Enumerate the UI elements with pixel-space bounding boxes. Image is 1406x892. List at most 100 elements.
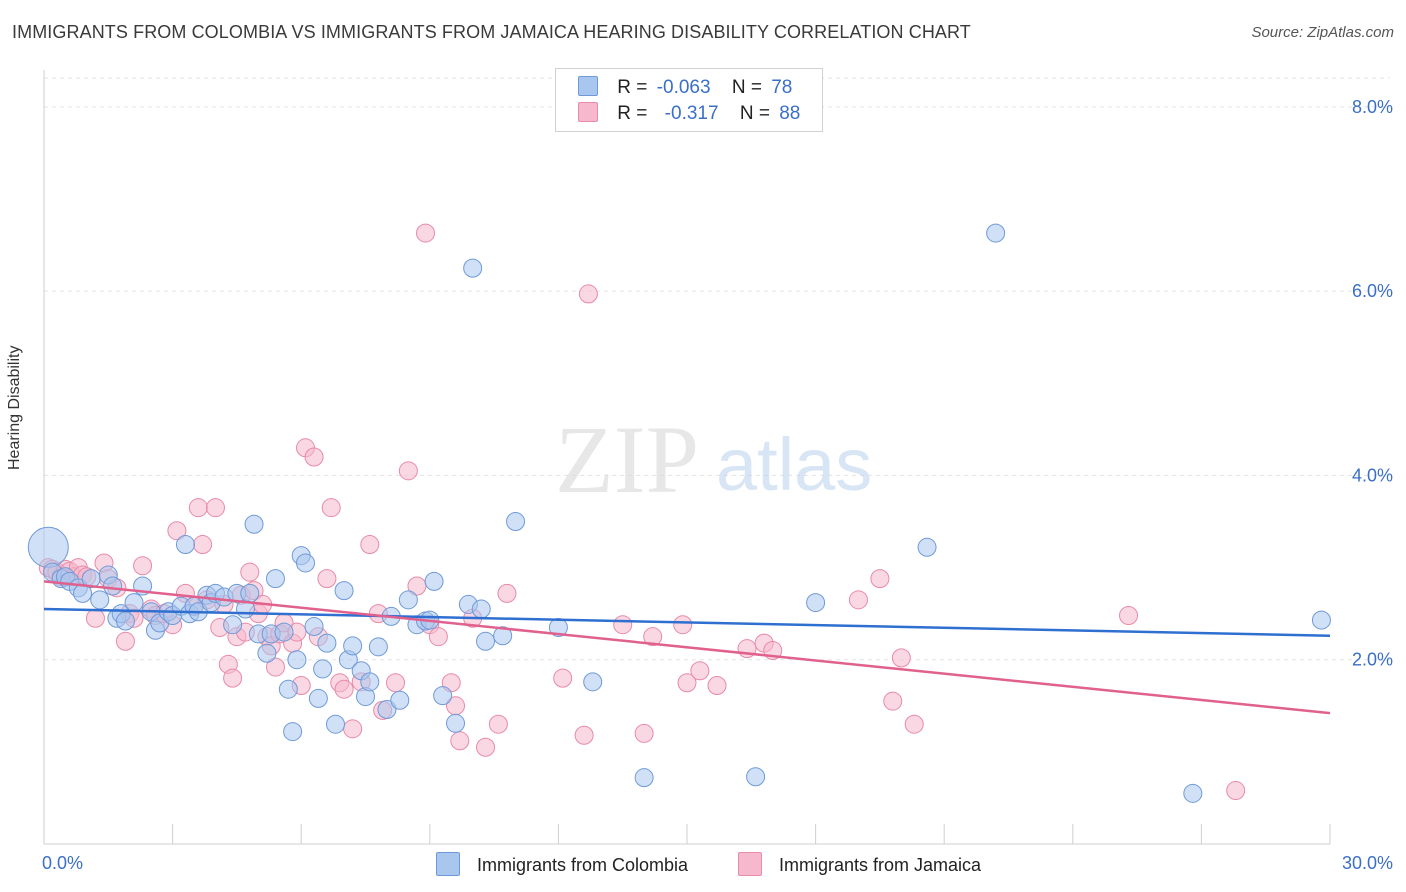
jamaica-point [428, 627, 448, 647]
colombia-point [433, 686, 453, 706]
jamaica-point [883, 691, 903, 711]
jamaica-point [223, 668, 243, 688]
legend-row-jamaica: R = -0.317 N = 88 [578, 102, 800, 126]
legend-row-colombia: R = -0.063 N = 78 [578, 76, 792, 100]
y-tick-label: 2.0% [1352, 650, 1393, 670]
jamaica-point [690, 661, 710, 681]
watermark-atlas: atlas [716, 423, 872, 506]
jamaica-point [848, 590, 868, 610]
y-tick-label: 4.0% [1352, 465, 1393, 485]
colombia-point [343, 636, 363, 656]
jamaica-point [578, 284, 598, 304]
legend-n-label: N = [739, 103, 770, 124]
colombia-point [175, 535, 195, 555]
jamaica-point [304, 447, 324, 467]
colombia-point [90, 590, 110, 610]
legend-r-jamaica: -0.317 [664, 103, 719, 124]
colombia-point [806, 593, 826, 613]
jamaica-point [497, 583, 517, 603]
jamaica-point [416, 223, 436, 243]
colombia-point [240, 583, 260, 603]
y-tick-label: 8.0% [1352, 97, 1393, 117]
colombia-point [398, 590, 418, 610]
colombia-point [257, 643, 277, 663]
jamaica-point [398, 461, 418, 481]
jamaica-point [613, 615, 633, 635]
jamaica-point [476, 737, 496, 757]
colombia-point [27, 526, 69, 568]
colombia-point [583, 672, 603, 692]
jamaica-point [167, 521, 187, 541]
jamaica-trend-line [43, 580, 1331, 715]
jamaica-point [265, 657, 285, 677]
legend-swatch-colombia [578, 76, 598, 96]
colombia-point [493, 626, 513, 646]
jamaica-point [904, 714, 924, 734]
jamaica-point [673, 615, 693, 635]
jamaica-point [677, 673, 697, 693]
jamaica-point [205, 498, 225, 518]
correlation-legend: R = -0.063 N = 78 R = -0.317 N = 88 [555, 68, 823, 132]
watermark-zip: ZIP [555, 406, 699, 513]
jamaica-point [643, 627, 663, 647]
colombia-point [223, 615, 243, 635]
colombia-point [424, 571, 444, 591]
bottom-legend-swatch-jamaica [738, 852, 762, 876]
jamaica-point [891, 648, 911, 668]
jamaica-point [1119, 605, 1139, 625]
colombia-point [476, 631, 496, 651]
jamaica-point [240, 562, 260, 582]
colombia-point [308, 688, 328, 708]
jamaica-point [321, 498, 341, 518]
colombia-trend-line [43, 607, 1331, 638]
colombia-point [377, 699, 397, 719]
colombia-point [548, 617, 568, 637]
jamaica-point [85, 608, 105, 628]
colombia-point [471, 599, 491, 619]
colombia-point [917, 537, 937, 557]
legend-n-colombia: 78 [771, 77, 793, 98]
legend-r-label: R = [617, 103, 648, 124]
legend-n-jamaica: 88 [779, 103, 801, 124]
colombia-point [360, 672, 380, 692]
series-colombia-points [27, 223, 1331, 803]
jamaica-point [634, 723, 654, 743]
colombia-point [1183, 783, 1203, 803]
colombia-point [287, 650, 307, 670]
jamaica-point [450, 731, 470, 751]
x-tick-label: 30.0% [1342, 853, 1393, 873]
colombia-point [334, 581, 354, 601]
legend-n-label: N = [731, 77, 762, 98]
jamaica-point [707, 676, 727, 696]
jamaica-point [386, 673, 406, 693]
jamaica-point [317, 569, 337, 589]
legend-swatch-jamaica [578, 102, 598, 122]
colombia-point [325, 714, 345, 734]
colombia-point [446, 713, 466, 733]
colombia-point [115, 611, 135, 631]
source-credit: Source: ZipAtlas.com [1251, 24, 1394, 41]
jamaica-point [334, 679, 354, 699]
jamaica-point [115, 631, 135, 651]
jamaica-point [488, 714, 508, 734]
jamaica-point [193, 535, 213, 555]
bottom-legend-label-colombia: Immigrants from Colombia [477, 855, 689, 875]
colombia-point [295, 553, 315, 573]
colombia-point [304, 617, 324, 637]
jamaica-point [343, 719, 363, 739]
colombia-point [317, 633, 337, 653]
colombia-point [124, 593, 144, 613]
bottom-legend-jamaica: Immigrants from Jamaica [738, 852, 981, 876]
colombia-point [244, 514, 264, 534]
tick-labels: 2.0% 4.0% 6.0% 8.0% 0.0% 30.0% [42, 97, 1393, 873]
colombia-point [463, 258, 483, 278]
y-tick-label: 6.0% [1352, 281, 1393, 301]
jamaica-point [553, 668, 573, 688]
watermark: ZIP atlas [555, 406, 872, 513]
axes [43, 70, 1331, 845]
colombia-point [368, 637, 388, 657]
bottom-legend-label-jamaica: Immigrants from Jamaica [779, 855, 982, 875]
x-tick-label: 0.0% [42, 853, 83, 873]
jamaica-point [870, 569, 890, 589]
